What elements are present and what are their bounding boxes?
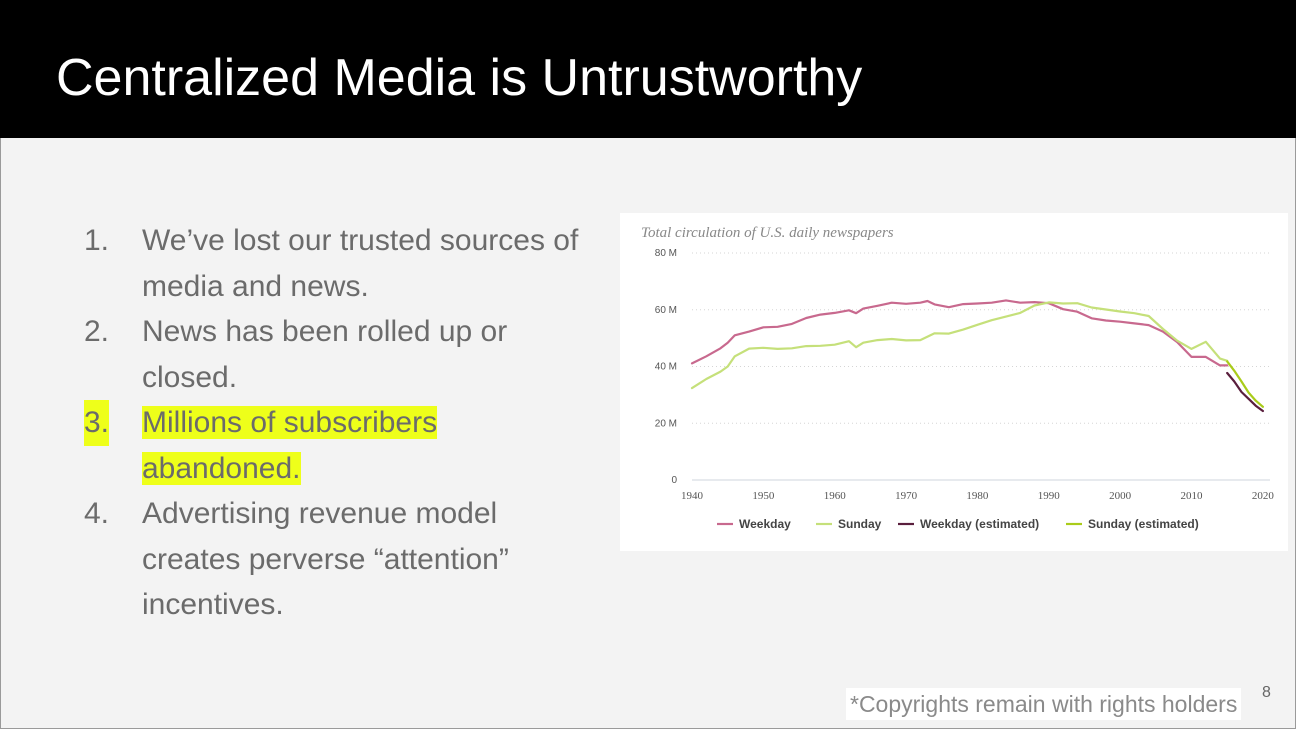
series-line-weekday [690, 299, 1229, 367]
legend-label: Weekday (estimated) [920, 517, 1039, 531]
page-number: 8 [1262, 684, 1271, 701]
x-tick-label: 1950 [752, 490, 775, 502]
bullet-item-1: 1. We’ve lost our trusted sources of med… [84, 218, 624, 309]
highlighted-text-line: Millions of subscribers [142, 406, 438, 439]
bullet-text-line: creates perverse “attention” [142, 542, 509, 576]
y-tick-label: 40 M [655, 362, 677, 373]
circulation-chart: Total circulation of U.S. daily newspape… [620, 213, 1288, 551]
bullet-text-line: incentives. [142, 588, 284, 621]
bullet-number: 4. [84, 497, 110, 530]
chart-title: Total circulation of U.S. daily newspape… [641, 225, 894, 241]
bullet-item-2: 2. News has been rolled up or closed. [84, 309, 624, 400]
x-tick-label: 2020 [1252, 490, 1275, 502]
y-tick-label: 0 [671, 475, 677, 486]
bullet-number: 1. [84, 224, 110, 257]
x-tick-label: 2000 [1109, 490, 1132, 502]
bullet-number: 2. [84, 315, 110, 348]
bullet-text-line: closed. [142, 360, 238, 394]
legend-label: Weekday [739, 517, 791, 531]
x-tick-label: 1980 [966, 490, 989, 502]
series-line-sunday [690, 301, 1229, 390]
chart-svg: Total circulation of U.S. daily newspape… [641, 225, 1275, 531]
x-tick-label: 1970 [895, 490, 918, 502]
title-bar: Centralized Media is Untrustworthy [0, 0, 1296, 138]
highlighted-text-line: abandoned. [142, 451, 301, 485]
series-line-sunday-estimated [1226, 360, 1265, 408]
y-tick-label: 80 M [655, 248, 677, 259]
legend: Weekday Sunday Weekday (estimated) Sunday (… [717, 517, 1199, 531]
legend-label: Sunday [838, 517, 882, 531]
bullet-number: 3. [84, 400, 110, 446]
series-layer [690, 299, 1265, 413]
bullet-text-line: News has been rolled up or [142, 315, 508, 348]
legend-label: Sunday (estimated) [1088, 517, 1199, 531]
x-tick-label: 1940 [681, 490, 704, 502]
axis-layer: 0 20 M 40 M 60 M 80 M 1940 1950 1960 1970 1980 199… [655, 248, 1275, 502]
bullet-list: 1. We’ve lost our trusted sources of med… [84, 218, 624, 628]
x-tick-label: 1960 [824, 490, 847, 502]
bullet-text-line: Advertising revenue model [142, 497, 498, 530]
x-tick-label: 1990 [1038, 490, 1061, 502]
copyright-note: *Copyrights remain with rights holders [846, 688, 1242, 720]
series-line-weekday-estimated [1226, 371, 1265, 413]
bullet-text-line: We’ve lost our trusted sources of [142, 224, 579, 257]
y-tick-label: 60 M [655, 305, 677, 316]
bullet-text-line: media and news. [142, 269, 369, 303]
x-tick-label: 2010 [1181, 490, 1204, 502]
bullet-item-4: 4. Advertising revenue model creates per… [84, 491, 624, 628]
bullet-item-3-highlighted: 3. Millions of subscribers abandoned. [84, 400, 624, 491]
grid-layer [692, 252, 1270, 424]
slide-title: Centralized Media is Untrustworthy [56, 49, 863, 107]
y-tick-label: 20 M [655, 418, 677, 429]
